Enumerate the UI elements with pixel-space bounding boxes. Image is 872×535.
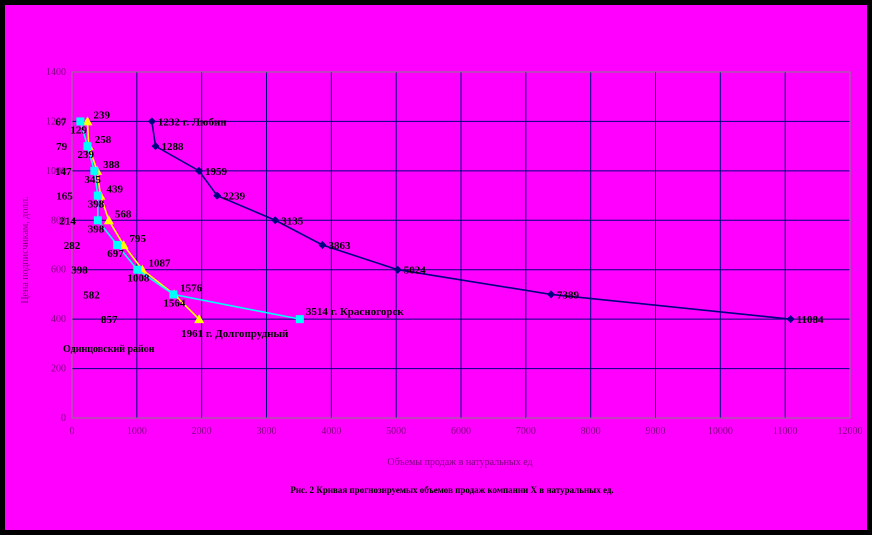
- data-label-krasnogorsk: 345: [84, 174, 101, 186]
- data-point-lyubertsy: [151, 142, 160, 151]
- data-label-krasnogorsk: 3514 г. Красногорск: [306, 306, 405, 318]
- axis-ticks: 0 200 400 600 800 1000 1200 1400 0 1000 2000 3000 40…: [46, 67, 863, 437]
- data-point-dolgoprudny: [82, 116, 93, 126]
- data-point-krasnogorsk: [90, 166, 99, 175]
- x-tick-label: 2000: [192, 426, 212, 437]
- data-label-odintsovo: 165: [56, 191, 73, 203]
- data-label-krasnogorsk: 398: [88, 223, 105, 235]
- data-label-odintsovo: 398: [71, 265, 88, 277]
- data-point-krasnogorsk: [133, 265, 142, 274]
- data-label-dolgoprudny: 388: [103, 159, 120, 171]
- data-point-dolgoprudny: [194, 314, 205, 324]
- data-label-lyubertsy: 3863: [328, 240, 351, 252]
- data-label-lyubertsy: 2239: [223, 191, 246, 203]
- x-tick-label: 5000: [386, 426, 406, 437]
- x-tick-label: 10000: [708, 426, 733, 437]
- data-labels: 1232 г. Любин 1288 1959 2239 3135 3863 5024 738…: [55, 109, 824, 340]
- data-label-krasnogorsk: 1564: [163, 297, 186, 309]
- data-point-krasnogorsk: [93, 191, 102, 200]
- chart-frame: 0 200 400 600 800 1000 1200 1400 0 1000 2000 3000 40…: [5, 5, 867, 530]
- data-label-odintsovo: 79: [56, 141, 68, 153]
- data-point-krasnogorsk: [83, 142, 92, 151]
- data-label-dolgoprudny: 1961 г. Долгопрудный: [181, 328, 289, 340]
- chart: 0 200 400 600 800 1000 1200 1400 0 1000 2000 3000 40…: [20, 67, 863, 495]
- x-tick-label: 8000: [581, 426, 601, 437]
- figure-caption: Рис. 2 Кривая прогнозируемых объемов про…: [290, 485, 613, 495]
- y-tick-label: 200: [51, 364, 66, 375]
- data-label-krasnogorsk: 697: [107, 248, 124, 260]
- y-tick-label: 800: [51, 215, 66, 226]
- y-tick-label: 1000: [46, 166, 66, 177]
- data-point-lyubertsy: [393, 265, 402, 274]
- data-label-dolgoprudny: 258: [95, 134, 112, 146]
- x-tick-label: 12000: [838, 426, 863, 437]
- odintsovo-annotation: Одинцовский район: [63, 344, 155, 355]
- data-label-dolgoprudny: 1576: [180, 282, 203, 294]
- x-tick-label: 3000: [257, 426, 277, 437]
- x-tick-label: 9000: [646, 426, 666, 437]
- data-label-odintsovo: 214: [59, 215, 76, 227]
- data-label-odintsovo: 582: [83, 289, 100, 301]
- x-axis-title: Объемы продаж в натуральных ед: [387, 457, 532, 468]
- data-label-dolgoprudny: 568: [115, 208, 132, 220]
- data-label-lyubertsy: 1232 г. Любин: [158, 116, 227, 128]
- data-point-krasnogorsk: [295, 315, 304, 324]
- data-label-lyubertsy: 1288: [162, 141, 185, 153]
- data-label-krasnogorsk: 1008: [127, 273, 149, 285]
- data-label-odintsovo: 282: [64, 240, 81, 252]
- y-tick-label: 600: [51, 265, 66, 276]
- data-point-lyubertsy: [547, 290, 556, 299]
- data-point-lyubertsy: [147, 117, 156, 126]
- data-label-krasnogorsk: 398: [88, 199, 105, 211]
- data-point-lyubertsy: [786, 315, 795, 324]
- plot-border: [71, 71, 851, 419]
- x-tick-label: 7000: [516, 426, 536, 437]
- data-label-odintsovo: 67: [55, 116, 67, 128]
- data-point-krasnogorsk: [113, 241, 122, 249]
- x-tick-label: 11000: [773, 426, 798, 437]
- y-tick-label: 1200: [46, 116, 66, 127]
- y-tick-label: 1400: [46, 67, 66, 78]
- data-point-dolgoprudny: [103, 215, 114, 225]
- data-point-krasnogorsk: [169, 290, 178, 299]
- data-label-lyubertsy: 1959: [205, 166, 228, 178]
- y-tick-label: 0: [61, 413, 66, 424]
- x-tick-label: 4000: [321, 426, 341, 437]
- data-point-lyubertsy: [271, 216, 280, 225]
- data-point-krasnogorsk: [93, 216, 102, 225]
- x-tick-label: 1000: [127, 426, 147, 437]
- x-tick-label: 6000: [451, 426, 471, 437]
- data-label-dolgoprudny: 439: [106, 184, 123, 196]
- data-point-krasnogorsk: [76, 117, 85, 126]
- y-axis-title: Цена подписчикам, долл.: [20, 196, 31, 303]
- data-point-lyubertsy: [195, 166, 204, 175]
- data-label-lyubertsy: 11084: [797, 314, 824, 326]
- data-label-krasnogorsk: 239: [77, 149, 94, 161]
- y-tick-label: 400: [51, 314, 66, 325]
- data-point-lyubertsy: [213, 191, 222, 200]
- data-label-odintsovo: 857: [101, 314, 118, 326]
- series: [76, 116, 795, 324]
- data-label-dolgoprudny: 239: [93, 109, 110, 121]
- data-label-dolgoprudny: 795: [130, 233, 147, 245]
- data-point-lyubertsy: [318, 241, 327, 249]
- data-label-krasnogorsk: 129: [70, 124, 87, 136]
- data-label-lyubertsy: 5024: [404, 265, 427, 277]
- data-label-dolgoprudny: 1087: [148, 258, 171, 270]
- data-label-lyubertsy: 3135: [281, 215, 304, 227]
- data-label-odintsovo: 147: [55, 166, 72, 178]
- x-tick-label: 0: [70, 426, 75, 437]
- data-label-lyubertsy: 7389: [557, 289, 580, 301]
